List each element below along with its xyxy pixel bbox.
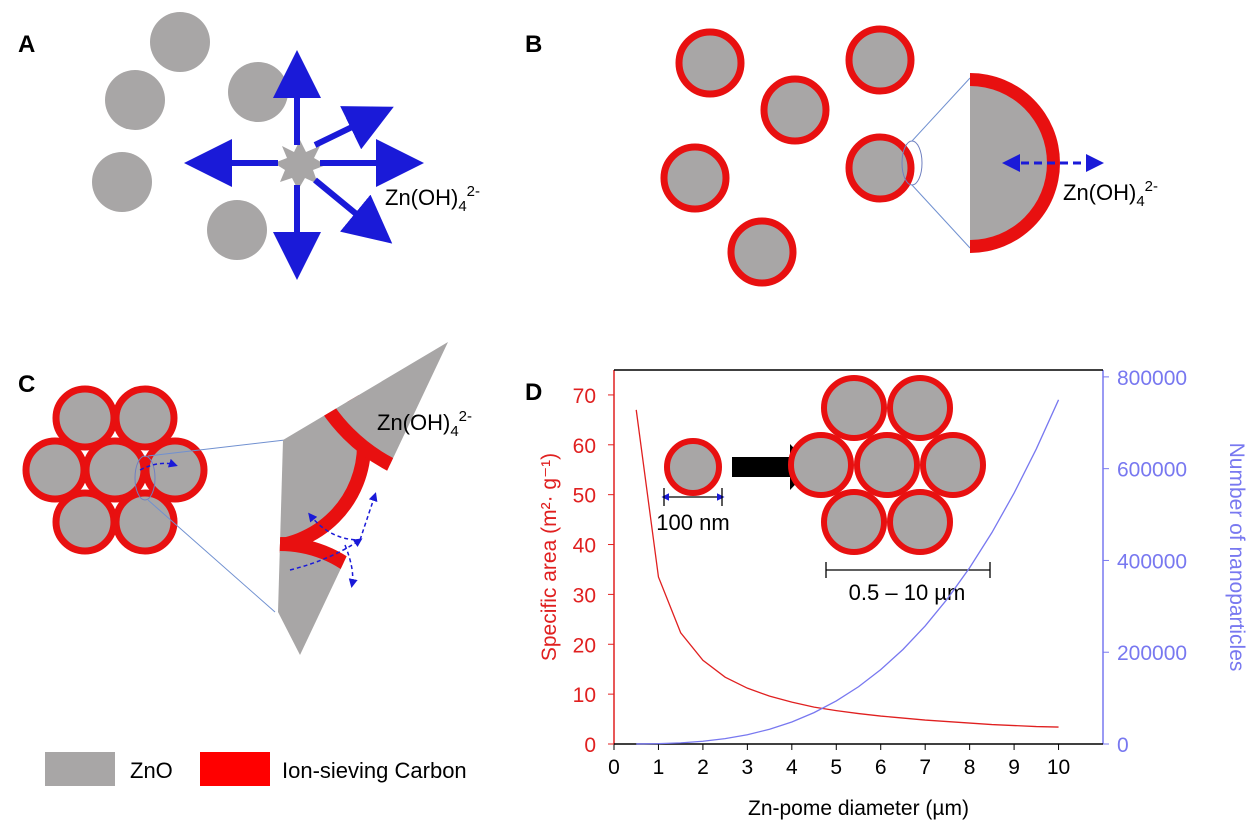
ion-sup: 2- xyxy=(467,183,480,200)
panel-label: C xyxy=(18,371,35,398)
x-tick-label: 10 xyxy=(1047,756,1070,779)
figure: A Zn(OH)42- B Zn(OH)42- C xyxy=(0,0,1249,828)
x-tick-label: 0 xyxy=(608,756,620,779)
legend-swatch xyxy=(200,752,270,786)
x-tick-label: 4 xyxy=(786,756,798,779)
ion: Zn(OH) xyxy=(377,410,450,435)
ion-sup: 2- xyxy=(1145,178,1158,195)
ion-sub: 4 xyxy=(1136,193,1144,210)
ion-label: Zn(OH)42- xyxy=(385,183,480,215)
y2-axis-label: Number of nanoparticles xyxy=(1225,443,1248,672)
annotation: 100 nm xyxy=(656,510,729,535)
panel-label: B xyxy=(525,31,542,58)
x-tick-label: 8 xyxy=(964,756,976,779)
ion-sup: 2- xyxy=(459,408,472,425)
zno-particles xyxy=(92,12,288,260)
y2-tick-label: 400000 xyxy=(1117,550,1187,573)
zn-pome xyxy=(791,378,983,552)
y-tick-label: 50 xyxy=(573,485,596,508)
legend: ZnO Ion-sieving Carbon xyxy=(45,752,467,786)
page: A Zn(OH)42- B Zn(OH)42- C xyxy=(0,0,1249,828)
y-tick-label: 0 xyxy=(584,734,596,757)
y2-tick-label: 200000 xyxy=(1117,642,1187,665)
panel-label: D xyxy=(525,379,542,406)
x-tick-label: 2 xyxy=(697,756,709,779)
y-tick-label: 30 xyxy=(573,584,596,607)
ion-sub: 4 xyxy=(450,423,458,440)
zn-pome xyxy=(26,389,204,551)
x-tick-label: 6 xyxy=(875,756,887,779)
ion-label: Zn(OH)42- xyxy=(1063,178,1158,210)
annotation: 0.5 – 10 µm xyxy=(849,580,966,605)
y-tick-label: 40 xyxy=(573,535,596,558)
zoom-line xyxy=(912,185,970,248)
inset: 100 nm 0.5 – 10 µm xyxy=(656,378,990,605)
y-tick-label: 10 xyxy=(573,684,596,707)
x-tick-label: 7 xyxy=(919,756,931,779)
x-tick-label: 1 xyxy=(653,756,665,779)
panel-b: B Zn(OH)42- xyxy=(525,29,1158,283)
legend-swatch xyxy=(45,752,115,786)
ion: Zn(OH) xyxy=(385,185,458,210)
y-tick-label: 60 xyxy=(573,435,596,458)
zoom-line xyxy=(148,500,275,612)
zoom-line xyxy=(912,78,970,141)
coated-particles xyxy=(664,29,911,283)
y2-tick-label: 0 xyxy=(1117,734,1129,757)
x-tick-label: 9 xyxy=(1008,756,1020,779)
y2-tick-label: 600000 xyxy=(1117,459,1187,482)
ion: Zn(OH) xyxy=(1063,180,1136,205)
legend-label: ZnO xyxy=(130,758,173,783)
legend-label: Ion-sieving Carbon xyxy=(282,758,467,783)
y-tick-label: 70 xyxy=(573,385,596,408)
y2-tick-label: 800000 xyxy=(1117,367,1187,390)
y-axis-label: Specific area (m²· g⁻¹) xyxy=(538,453,561,661)
panel-label: A xyxy=(18,31,35,58)
x-tick-label: 5 xyxy=(830,756,842,779)
ion-sub: 4 xyxy=(458,198,466,215)
x-axis-label: Zn-pome diameter (µm) xyxy=(748,797,969,820)
nanoparticle xyxy=(667,441,719,493)
y-tick-label: 20 xyxy=(573,634,596,657)
x-tick-label: 3 xyxy=(742,756,754,779)
panel-a: A Zn(OH)42- xyxy=(18,12,480,268)
